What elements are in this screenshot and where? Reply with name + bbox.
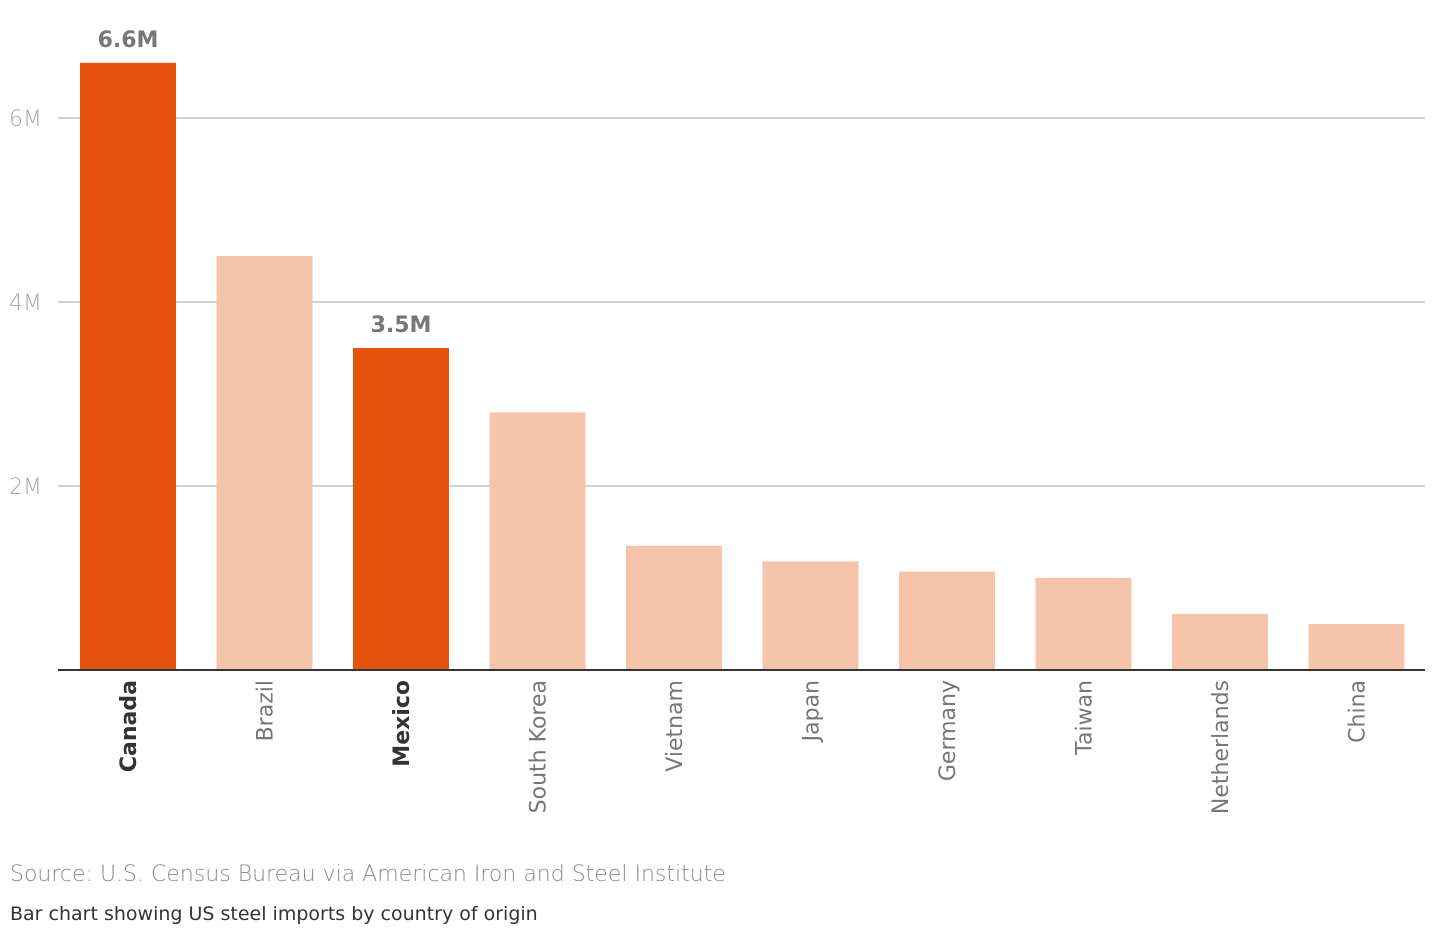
x-tick-label-china: China	[1346, 680, 1371, 743]
x-tick-label-taiwan: Taiwan	[1073, 680, 1098, 756]
bar-chart: 2M 4M 6M 6.6M Canada Brazil 3.5M Mexico South Ko…	[9, 28, 1425, 814]
x-tick-label-canada: Canada	[117, 680, 142, 772]
bar-japan	[762, 561, 859, 670]
bar-brazil	[216, 256, 313, 670]
x-tick-label-japan: Japan	[800, 680, 825, 743]
x-tick-label-south-korea: South Korea	[527, 680, 552, 813]
bar-netherlands	[1172, 613, 1268, 670]
x-tick-label-netherlands: Netherlands	[1209, 680, 1234, 814]
x-tick-label-germany: Germany	[936, 680, 961, 781]
data-label-mexico: 3.5M	[371, 313, 432, 338]
source-note: Source: U.S. Census Bureau via American …	[10, 862, 726, 887]
y-tick-label-4M: 4M	[9, 291, 42, 316]
bar-vietnam	[626, 545, 722, 670]
bar-germany	[899, 571, 995, 670]
y-tick-label-6M: 6M	[9, 107, 42, 132]
data-label-canada: 6.6M	[98, 28, 159, 53]
bar-china	[1308, 624, 1405, 670]
x-tick-label-brazil: Brazil	[254, 680, 279, 741]
x-tick-label-mexico: Mexico	[390, 680, 415, 767]
y-tick-label-2M: 2M	[9, 475, 42, 500]
chart-caption: Bar chart showing US steel imports by co…	[10, 903, 538, 925]
x-tick-label-vietnam: Vietnam	[663, 680, 688, 772]
bar-taiwan	[1035, 578, 1132, 670]
bar-mexico	[353, 348, 449, 670]
bar-canada	[80, 62, 176, 671]
bar-south-korea	[489, 412, 586, 670]
